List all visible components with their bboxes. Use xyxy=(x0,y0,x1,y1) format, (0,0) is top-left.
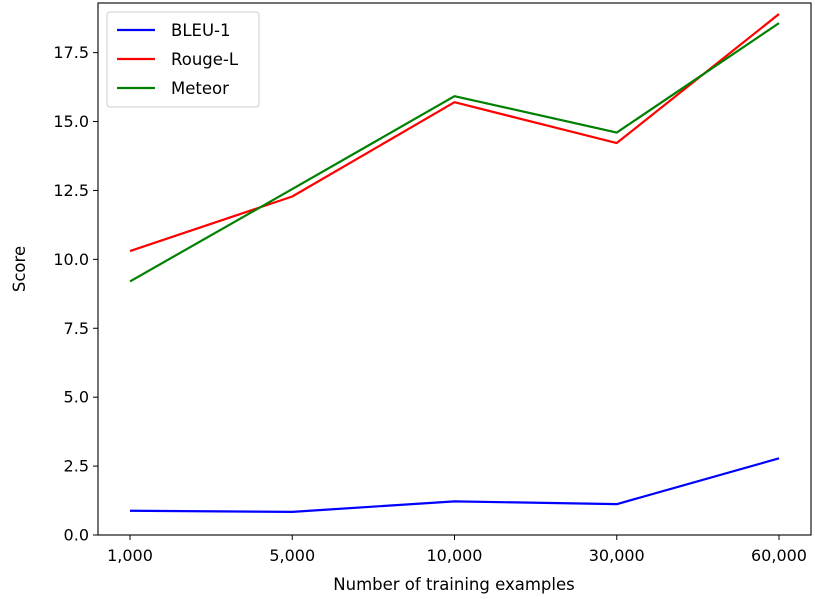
legend-label: Rouge-L xyxy=(171,50,239,69)
legend: BLEU-1 Rouge-L Meteor xyxy=(106,11,260,108)
x-tick-label: 5,000 xyxy=(269,546,315,565)
x-axis: 1,000 5,000 10,000 30,000 60,000 xyxy=(107,535,807,565)
series-line-rouge-l xyxy=(129,13,780,253)
legend-label: Meteor xyxy=(171,79,229,98)
legend-box xyxy=(106,11,260,108)
y-axis: 0.0 2.5 5.0 7.5 10.0 12.5 15.0 17.5 xyxy=(53,43,98,545)
series-lines xyxy=(129,13,780,513)
x-tick-label: 60,000 xyxy=(751,546,807,565)
x-axis-label: Number of training examples xyxy=(333,575,574,594)
series-line-meteor xyxy=(129,22,780,283)
y-tick-label: 2.5 xyxy=(64,457,89,476)
x-tick-label: 30,000 xyxy=(589,546,645,565)
y-tick-label: 10.0 xyxy=(53,250,89,269)
y-tick-label: 0.0 xyxy=(64,526,89,545)
y-axis-label: Score xyxy=(10,246,29,292)
x-tick-label: 10,000 xyxy=(427,546,483,565)
y-tick-label: 12.5 xyxy=(53,181,89,200)
y-tick-label: 17.5 xyxy=(53,43,89,62)
legend-label: BLEU-1 xyxy=(171,21,230,40)
x-tick-label: 1,000 xyxy=(107,546,153,565)
y-tick-label: 5.0 xyxy=(64,388,89,407)
y-tick-label: 7.5 xyxy=(64,319,89,338)
y-tick-label: 15.0 xyxy=(53,112,89,131)
series-line-bleu-1 xyxy=(129,457,780,513)
